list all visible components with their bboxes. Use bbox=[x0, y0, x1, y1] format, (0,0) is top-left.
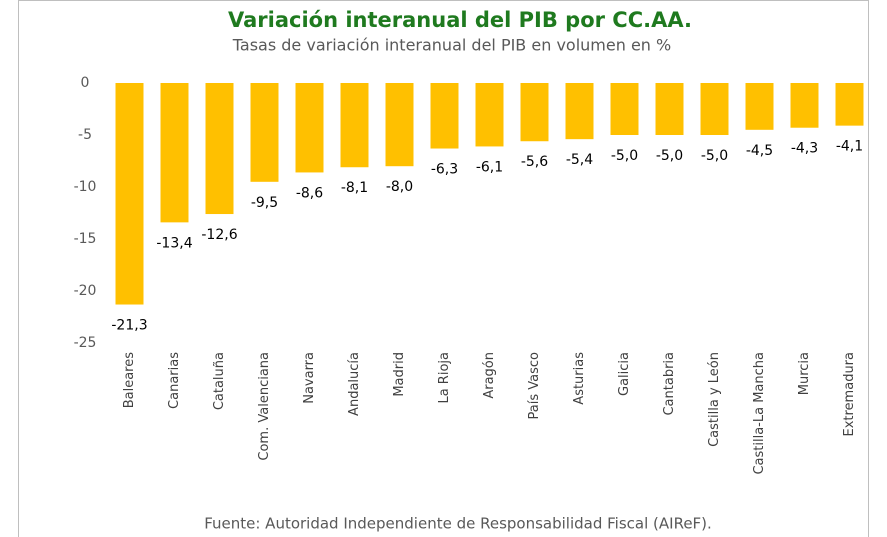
bar bbox=[520, 83, 549, 142]
x-tick-label: Navarra bbox=[302, 352, 317, 404]
bar bbox=[745, 83, 774, 130]
y-tick-label: -5 bbox=[78, 127, 92, 143]
y-tick-label: -25 bbox=[74, 335, 97, 351]
x-tick-label: Aragón bbox=[482, 352, 497, 399]
bar bbox=[295, 83, 324, 173]
value-label: -4,1 bbox=[836, 139, 863, 155]
bar bbox=[475, 83, 504, 147]
value-label: -4,3 bbox=[791, 141, 818, 157]
bar bbox=[160, 83, 189, 223]
value-label: -13,4 bbox=[156, 235, 192, 251]
chart-border bbox=[18, 0, 869, 537]
y-tick-label: -10 bbox=[74, 179, 97, 195]
bar bbox=[250, 83, 279, 182]
bar bbox=[340, 83, 369, 168]
bar bbox=[790, 83, 819, 128]
x-tick-label: Extremadura bbox=[842, 352, 857, 437]
value-label: -6,1 bbox=[476, 159, 503, 175]
chart-subtitle: Tasas de variación interanual del PIB en… bbox=[232, 36, 671, 55]
source: Fuente: Autoridad Independiente de Respo… bbox=[204, 515, 712, 533]
value-label: -9,5 bbox=[251, 195, 278, 211]
bar bbox=[655, 83, 684, 135]
x-tick-label: Galicia bbox=[617, 352, 632, 396]
value-label: -5,4 bbox=[566, 152, 593, 168]
x-tick-label: Com. Valenciana bbox=[257, 352, 272, 461]
x-tick-label: Canarias bbox=[167, 352, 182, 409]
x-tick-label: Andalucía bbox=[347, 352, 362, 416]
value-label: -8,0 bbox=[386, 179, 413, 195]
y-tick-label: -15 bbox=[74, 231, 97, 247]
bar bbox=[835, 83, 864, 126]
x-tick-label: Cataluña bbox=[212, 352, 227, 410]
bar bbox=[115, 83, 144, 305]
y-tick-label: 0 bbox=[81, 75, 90, 91]
bar bbox=[565, 83, 594, 140]
bar bbox=[385, 83, 414, 167]
value-label: -8,6 bbox=[296, 185, 323, 201]
x-tick-label: Cantabria bbox=[662, 352, 677, 416]
bar bbox=[610, 83, 639, 135]
bar bbox=[700, 83, 729, 135]
value-label: -4,5 bbox=[746, 143, 773, 159]
bar bbox=[430, 83, 459, 149]
value-label: -12,6 bbox=[201, 227, 237, 243]
value-label: -5,0 bbox=[701, 148, 728, 164]
value-label: -5,6 bbox=[521, 154, 548, 170]
x-tick-label: Madrid bbox=[392, 352, 407, 397]
bar bbox=[205, 83, 234, 215]
x-tick-label: La Rioja bbox=[437, 352, 452, 404]
x-tick-label: País Vasco bbox=[527, 352, 542, 420]
x-tick-label: Baleares bbox=[122, 352, 137, 409]
value-label: -21,3 bbox=[111, 318, 147, 334]
value-label: -8,1 bbox=[341, 180, 368, 196]
chart-title: Variación interanual del PIB por CC.AA. bbox=[228, 8, 692, 32]
x-tick-label: Asturias bbox=[572, 352, 587, 405]
x-tick-label: Murcia bbox=[797, 352, 812, 395]
value-label: -5,0 bbox=[611, 148, 638, 164]
x-tick-label: Castilla-La Mancha bbox=[752, 352, 767, 475]
value-label: -6,3 bbox=[431, 162, 458, 178]
value-label: -5,0 bbox=[656, 148, 683, 164]
y-tick-label: -20 bbox=[74, 283, 97, 299]
x-tick-label: Castilla y León bbox=[707, 352, 722, 447]
